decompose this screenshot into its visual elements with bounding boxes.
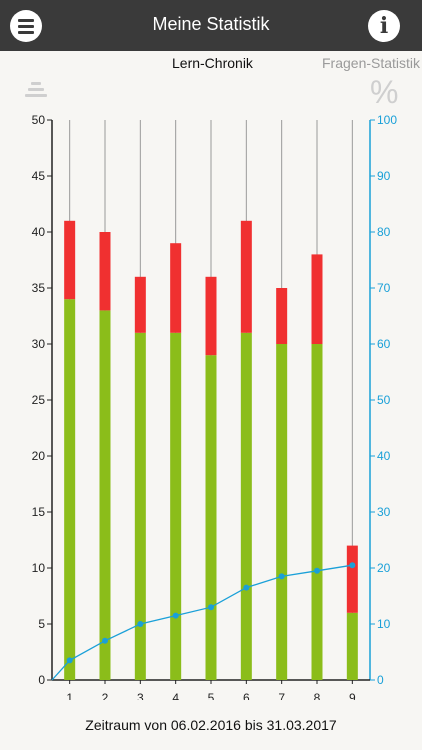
line-point xyxy=(172,612,179,619)
y-tick-label: 45 xyxy=(32,169,46,183)
y2-tick-label: 60 xyxy=(377,337,391,351)
bar-segment-green xyxy=(99,310,111,680)
sort-lines-icon[interactable] xyxy=(25,80,47,100)
y2-tick-label: 80 xyxy=(377,225,391,239)
x-tick-label: 8 xyxy=(314,691,321,700)
bar-segment-red xyxy=(64,220,76,300)
y2-tick-label: 90 xyxy=(377,169,391,183)
period-label: Zeitraum von 06.02.2016 bis 31.03.2017 xyxy=(85,717,337,733)
line-point xyxy=(137,621,144,627)
y-tick-label: 10 xyxy=(32,561,46,575)
bar-segment-green xyxy=(346,612,358,680)
bar-segment-red xyxy=(276,288,288,344)
x-tick-label: 4 xyxy=(172,691,179,700)
line-point xyxy=(243,584,250,591)
bar-segment-green xyxy=(64,299,76,680)
y-tick-label: 30 xyxy=(32,337,46,351)
percent-icon[interactable]: % xyxy=(370,74,399,110)
line-point xyxy=(278,573,285,580)
bar-segment-red xyxy=(311,254,323,344)
hamburger-menu-icon[interactable] xyxy=(10,10,42,42)
y2-tick-label: 0 xyxy=(377,673,384,687)
line-point xyxy=(66,657,73,664)
y2-tick-label: 40 xyxy=(377,449,391,463)
page-title: Meine Statistik xyxy=(152,14,270,34)
line-point xyxy=(208,604,214,611)
y2-tick-label: 50 xyxy=(377,393,391,407)
chart: 0510152025303540455001020304050607080901… xyxy=(32,113,398,700)
bar-segment-green xyxy=(134,332,146,680)
x-tick-label: 7 xyxy=(278,691,285,700)
bar-segment-green xyxy=(276,344,288,680)
bar-segment-red xyxy=(170,243,182,333)
y2-tick-label: 100 xyxy=(377,113,397,127)
tab-fragen-statistik[interactable]: Fragen-Statistik xyxy=(322,55,421,71)
y-tick-label: 40 xyxy=(32,225,46,239)
x-tick-label: 5 xyxy=(208,691,215,700)
x-tick-label: 1 xyxy=(66,691,73,700)
x-tick-label: 9 xyxy=(349,691,356,700)
bar-segment-red xyxy=(205,276,217,356)
line-point xyxy=(102,637,108,644)
tab-lern-chronik[interactable]: Lern-Chronik xyxy=(172,55,253,71)
y-tick-label: 25 xyxy=(32,393,46,407)
bar-segment-red xyxy=(240,220,252,333)
line-point xyxy=(349,562,356,569)
y-tick-label: 50 xyxy=(32,113,46,127)
bar-segment-green xyxy=(240,332,252,680)
y2-tick-label: 20 xyxy=(377,561,391,575)
x-tick-label: 3 xyxy=(137,691,144,700)
bar-segment-green xyxy=(311,344,323,680)
y-tick-label: 35 xyxy=(32,281,46,295)
x-tick-label: 6 xyxy=(243,691,250,700)
y2-tick-label: 30 xyxy=(377,505,391,519)
info-icon[interactable]: i xyxy=(368,10,400,42)
y-tick-label: 15 xyxy=(32,505,46,519)
y-tick-label: 0 xyxy=(38,673,45,687)
y-tick-label: 20 xyxy=(32,449,46,463)
bar-segment-green xyxy=(170,332,182,680)
bar-segment-red xyxy=(134,276,146,333)
bar-segment-red xyxy=(99,232,111,311)
bar-segment-green xyxy=(205,355,217,680)
top-app-bar: Meine Statistik i xyxy=(0,0,422,51)
y-tick-label: 5 xyxy=(38,617,45,631)
x-tick-label: 2 xyxy=(102,691,109,700)
y2-tick-label: 70 xyxy=(377,281,391,295)
bar-segment-red xyxy=(346,545,358,613)
y2-tick-label: 10 xyxy=(377,617,391,631)
line-point xyxy=(314,567,320,574)
line-series xyxy=(51,564,353,681)
